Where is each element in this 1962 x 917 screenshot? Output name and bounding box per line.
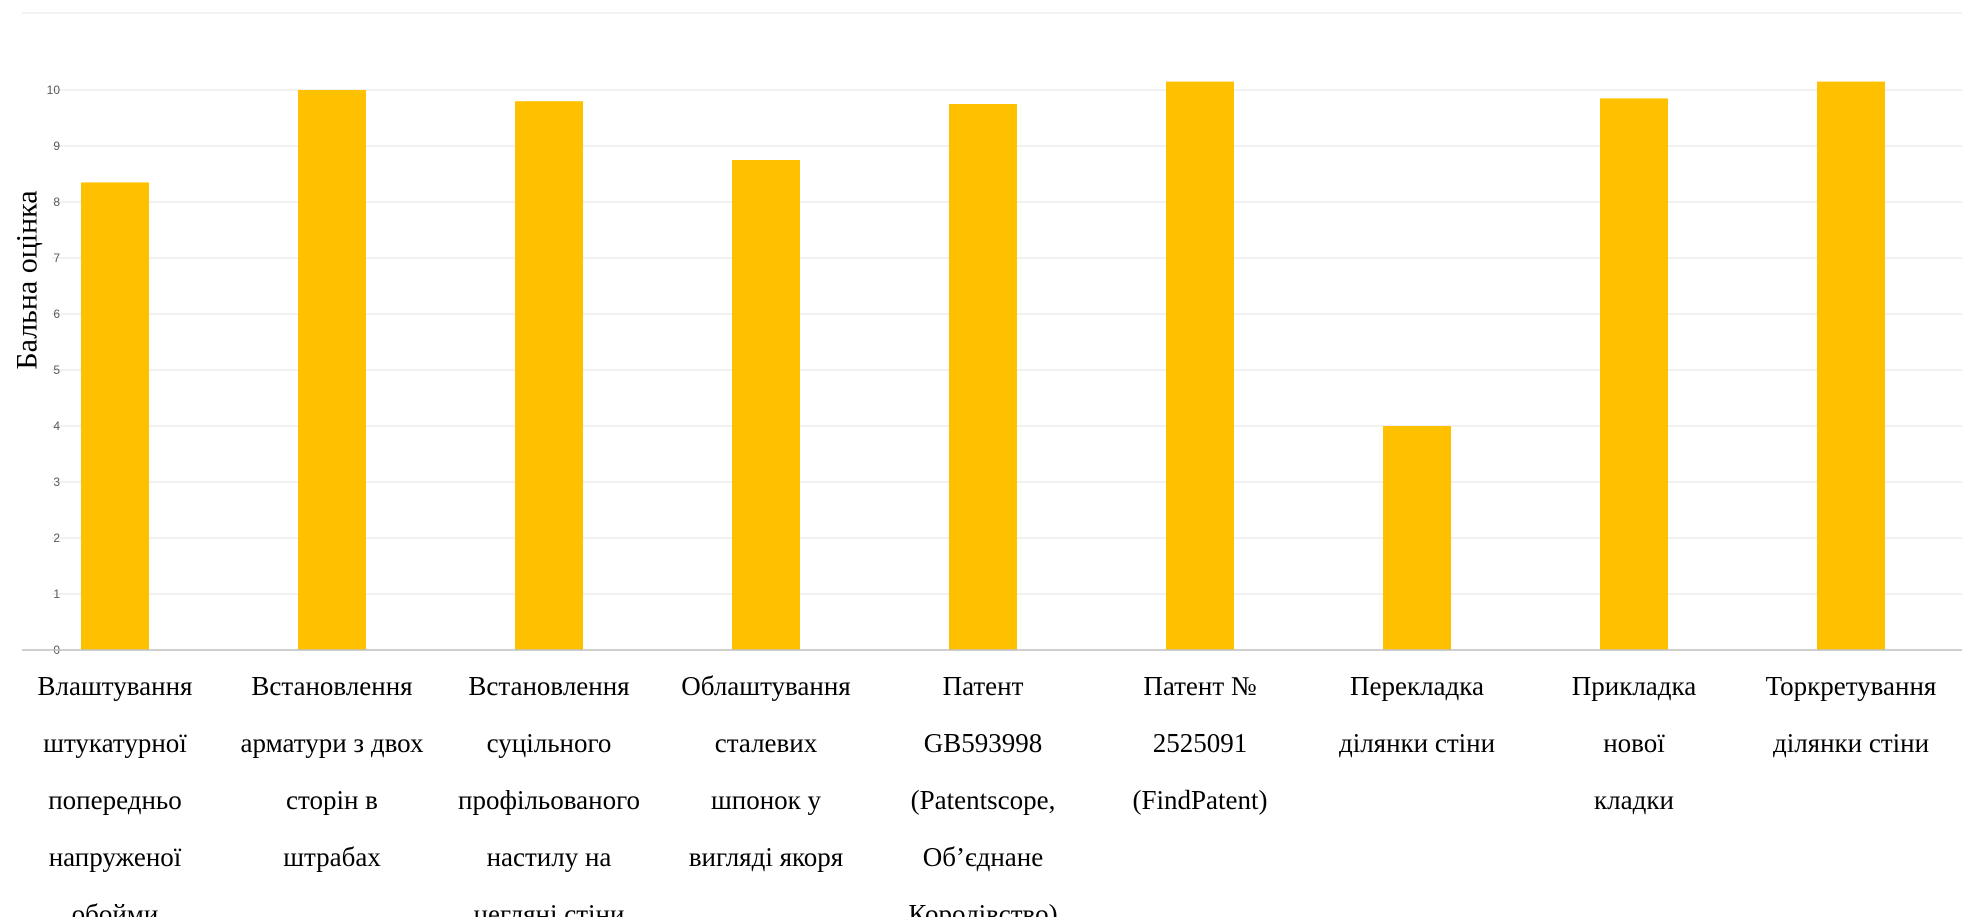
bar-3 [515, 101, 583, 650]
bar-1 [81, 182, 149, 650]
y-tick-label-3: 3 [53, 475, 60, 489]
x-tick-label-1: Влаштування штукатурної попередньо напру… [37, 671, 193, 917]
x-tick-label-6: Патент № 2525091 (FindPatent) [1132, 671, 1268, 815]
y-tick-label-4: 4 [53, 419, 60, 433]
y-tick-label-9: 9 [53, 139, 60, 153]
bar-2 [298, 90, 366, 650]
y-axis-label-container: Бальна оцінка [6, 0, 50, 560]
bar-7 [1383, 426, 1451, 650]
y-tick-label-6: 6 [53, 307, 60, 321]
x-tick-label-5: Патент GB593998 (Patentscope, Об’єднане … [908, 671, 1058, 917]
x-tick-label-9: Торкретування ділянки стіни [1765, 671, 1937, 758]
x-tick-label-4: Облаштування сталевих шпонок у вигляді я… [681, 671, 851, 872]
bar-5 [949, 104, 1017, 650]
y-axis-label: Бальна оцінка [11, 190, 44, 370]
x-tick-label-7: Перекладка ділянки стіни [1338, 671, 1496, 758]
bar-6 [1166, 81, 1234, 651]
x-tick-label-8: Прикладка нової кладки [1571, 671, 1697, 815]
y-tick-label-5: 5 [53, 363, 60, 377]
y-tick-label-7: 7 [53, 251, 60, 265]
bar-9 [1817, 81, 1885, 651]
y-tick-label-8: 8 [53, 195, 60, 209]
x-tick-label-2: Встановлення арматури з двох сторін в шт… [240, 671, 424, 872]
bar-4 [732, 160, 800, 650]
y-tick-label-2: 2 [53, 531, 60, 545]
x-tick-label-3: Встановлення суцільного профільованого н… [458, 671, 640, 917]
bar-8 [1600, 98, 1668, 650]
y-tick-label-10: 10 [47, 83, 61, 97]
y-tick-label-1: 1 [53, 587, 60, 601]
